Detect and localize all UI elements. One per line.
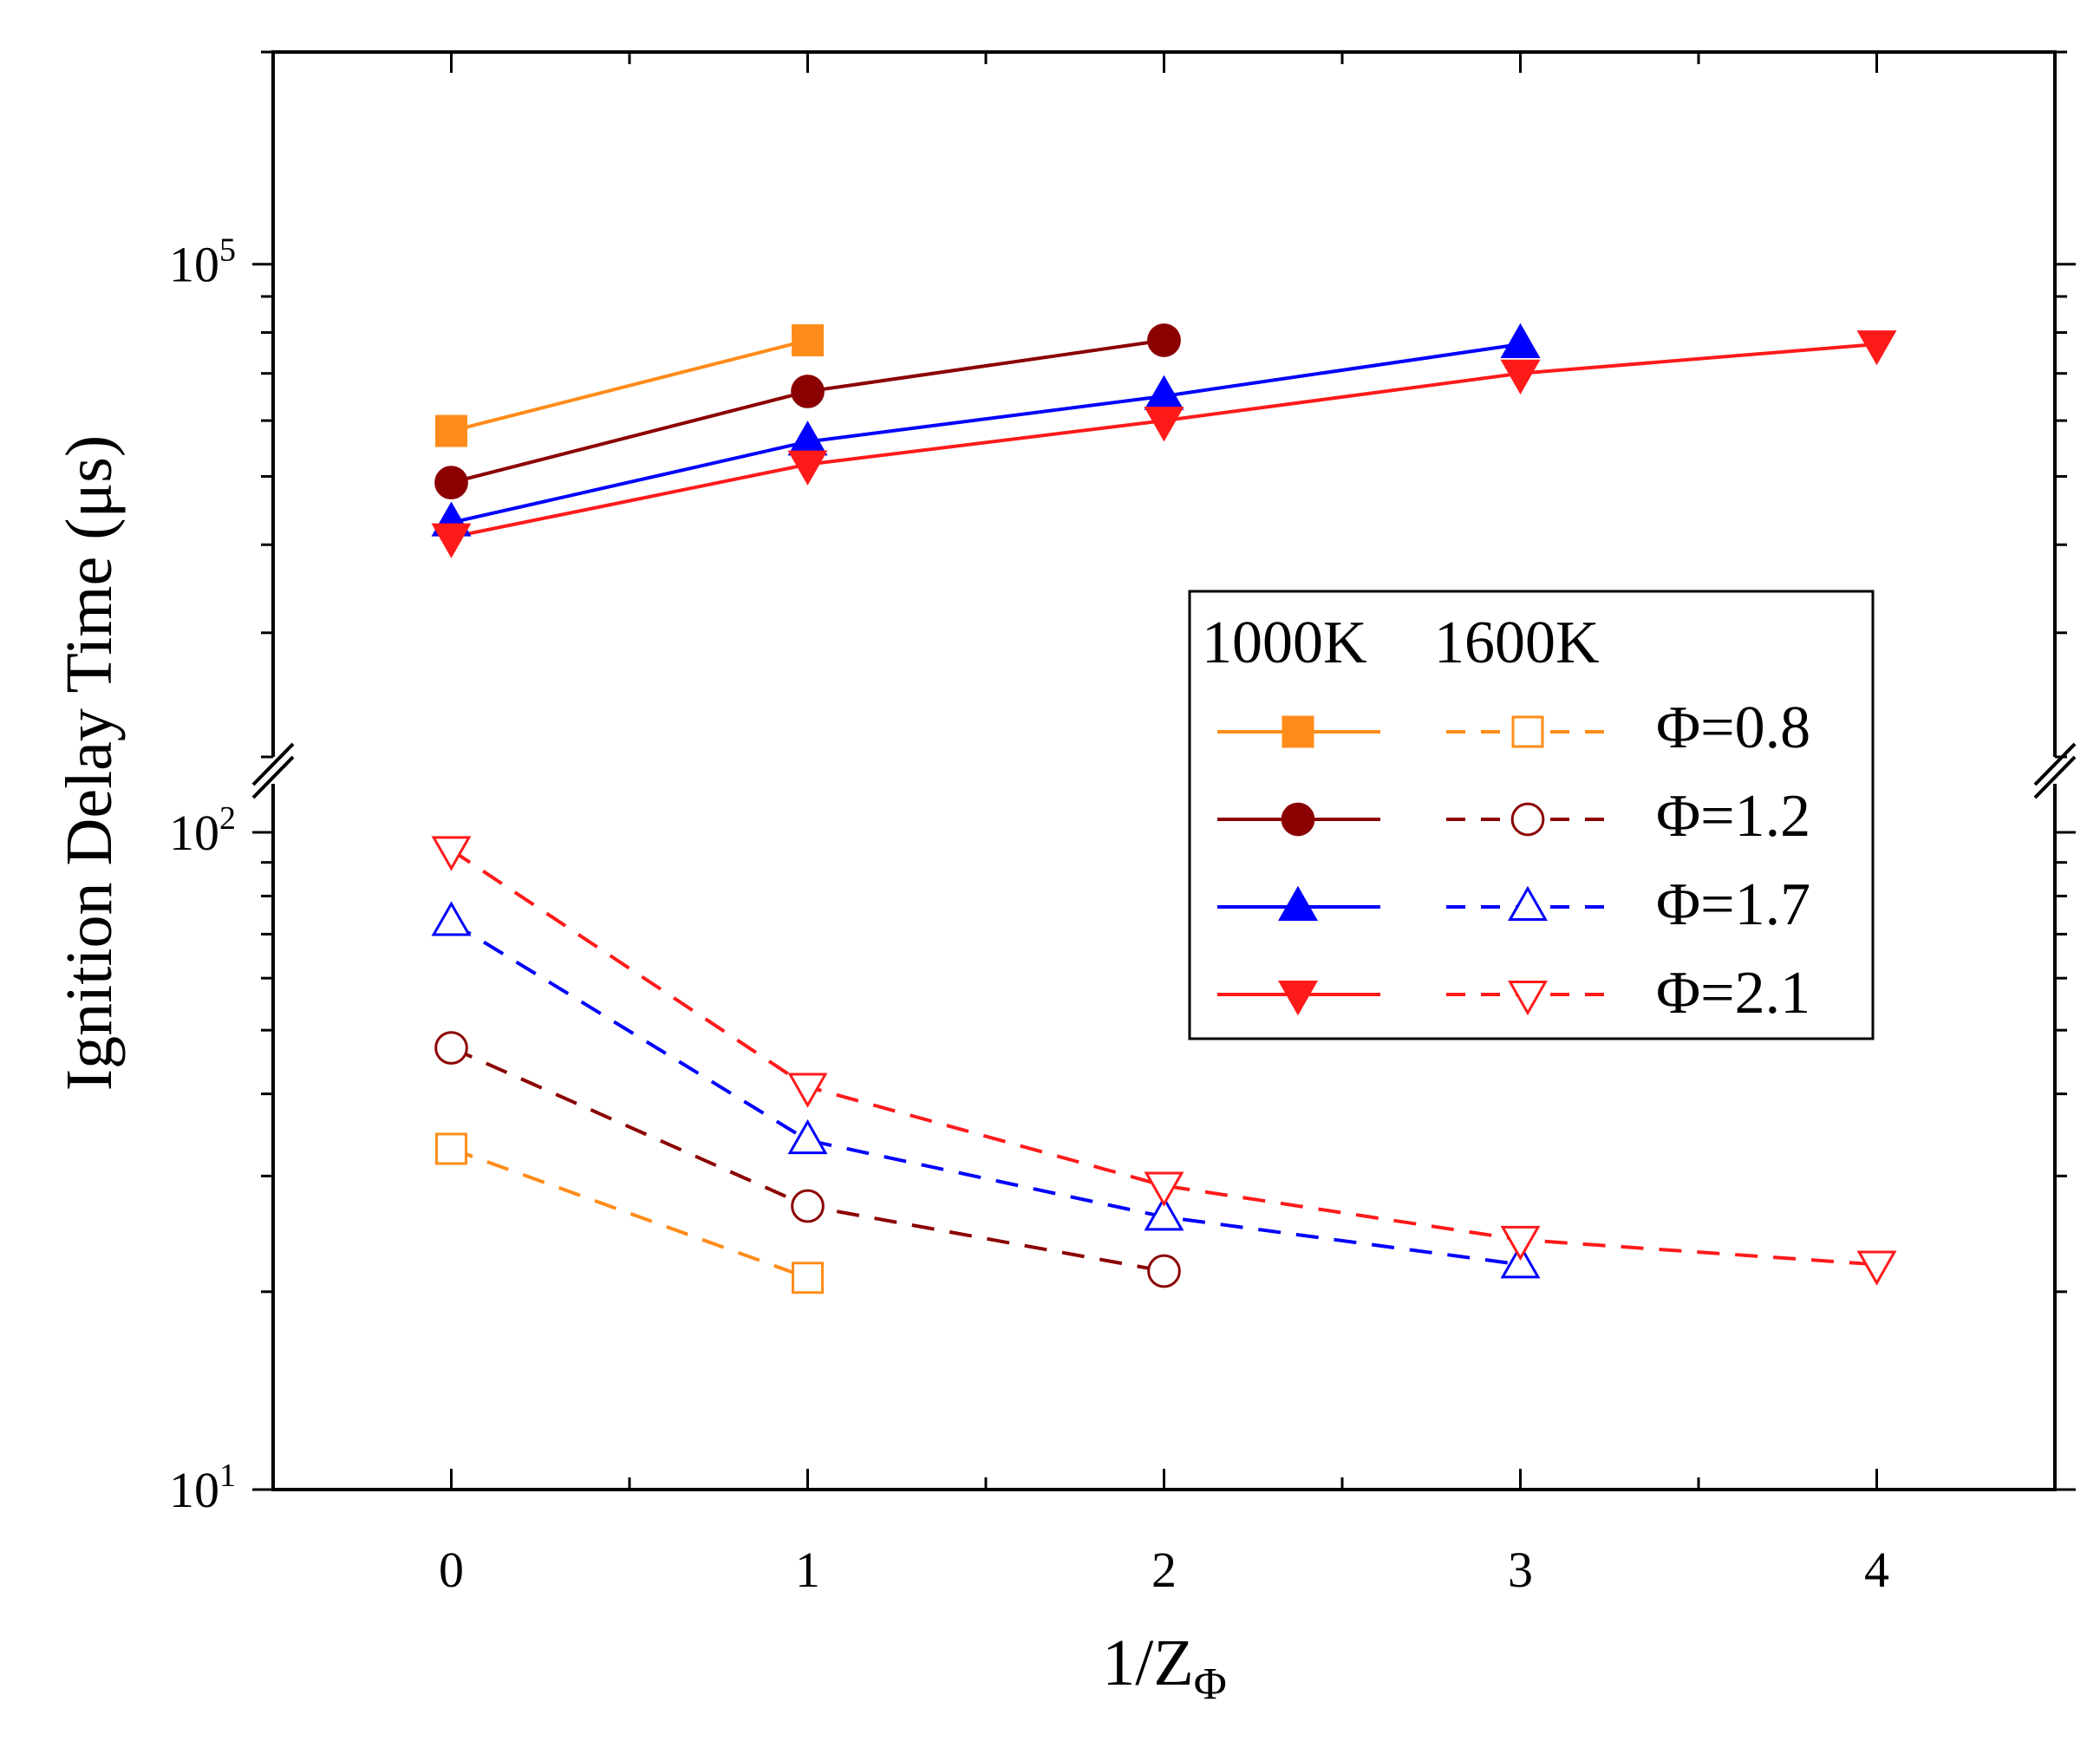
series-line-7 xyxy=(450,848,1877,1267)
legend-header-1600k: 1600K xyxy=(1434,610,1600,676)
x-axis-title-subscript: Φ xyxy=(1194,1659,1227,1709)
legend-label-phi-2.1: Φ=2.1 xyxy=(1656,960,1810,1027)
data-point-7 xyxy=(1856,1250,1897,1286)
x-tick-label: 3 xyxy=(1508,1542,1533,1598)
series-line-0 xyxy=(451,338,808,434)
data-point-5 xyxy=(434,1031,468,1065)
axis-break-mark-right-upper xyxy=(2033,742,2077,786)
data-point-1 xyxy=(1147,323,1181,357)
x-axis-title: 1/ZΦ xyxy=(1102,1627,1227,1709)
x-tick-label: 0 xyxy=(439,1542,464,1598)
data-point-7 xyxy=(787,1073,828,1108)
tick-labels: 0 1 2 3 4 105 102 101 xyxy=(169,232,1889,1598)
axis-break-mark-right-lower xyxy=(2033,755,2077,799)
data-point-7 xyxy=(431,836,472,871)
series-markers xyxy=(431,323,1897,1294)
data-point-3 xyxy=(431,523,472,558)
legend-marker-1600k xyxy=(1508,981,1548,1016)
data-point-7 xyxy=(1500,1225,1541,1262)
legend-marker-1000k xyxy=(1281,802,1315,837)
y-tick-label: 105 xyxy=(169,232,236,293)
data-point-6 xyxy=(787,1118,828,1155)
x-tick-label: 4 xyxy=(1864,1542,1889,1598)
data-point-3 xyxy=(1500,359,1541,394)
y-tick-label: 101 xyxy=(169,1457,236,1518)
data-point-4 xyxy=(435,1132,467,1165)
data-point-1 xyxy=(434,466,468,499)
legend-marker-1000k xyxy=(1278,885,1318,921)
legend-header-1000k: 1000K xyxy=(1202,610,1367,676)
legend-marker-1000k xyxy=(1278,981,1318,1016)
data-point-7 xyxy=(1144,1171,1184,1207)
legend-marker-1600k xyxy=(1508,885,1548,921)
legend-marker-1600k xyxy=(1510,802,1545,837)
legend-marker-1600k xyxy=(1511,715,1544,748)
axis-break-mark-left-lower xyxy=(251,755,295,799)
data-point-0 xyxy=(435,414,467,447)
data-point-3 xyxy=(787,450,828,486)
data-point-6 xyxy=(1500,1243,1541,1279)
y-axis-title: Ignition Delay Time (μs) xyxy=(53,435,126,1091)
data-point-5 xyxy=(791,1189,825,1223)
legend-marker-1000k xyxy=(1282,715,1314,748)
legend-label-phi-1.2: Φ=1.2 xyxy=(1656,783,1810,850)
data-point-5 xyxy=(1147,1254,1181,1288)
x-tick-label: 1 xyxy=(795,1542,820,1598)
axis-break-mark-left-upper xyxy=(251,742,295,786)
data-point-3 xyxy=(1144,407,1184,442)
legend-label-phi-0.8: Φ=0.8 xyxy=(1656,694,1810,761)
data-point-0 xyxy=(792,323,824,356)
data-point-6 xyxy=(431,901,472,936)
data-point-1 xyxy=(791,375,825,408)
x-tick-label: 2 xyxy=(1151,1542,1177,1598)
axis-ticks xyxy=(252,50,2076,1491)
series-line-4 xyxy=(450,1147,809,1280)
legend-rows xyxy=(1217,715,1611,1016)
data-point-2 xyxy=(1500,323,1541,358)
legend-label-phi-1.7: Φ=1.7 xyxy=(1656,871,1810,938)
series-line-6 xyxy=(450,920,1521,1267)
series-line-2 xyxy=(451,342,1521,525)
legend: 1000K 1600K Φ=0.8 Φ=1.2 Φ=1.7 Φ=2.1 xyxy=(1188,590,1875,1040)
data-point-4 xyxy=(792,1262,824,1294)
y-tick-label: 102 xyxy=(169,800,236,861)
data-point-3 xyxy=(1856,330,1897,366)
x-axis-title-main: 1/Z xyxy=(1102,1627,1194,1699)
data-point-6 xyxy=(1144,1196,1184,1231)
